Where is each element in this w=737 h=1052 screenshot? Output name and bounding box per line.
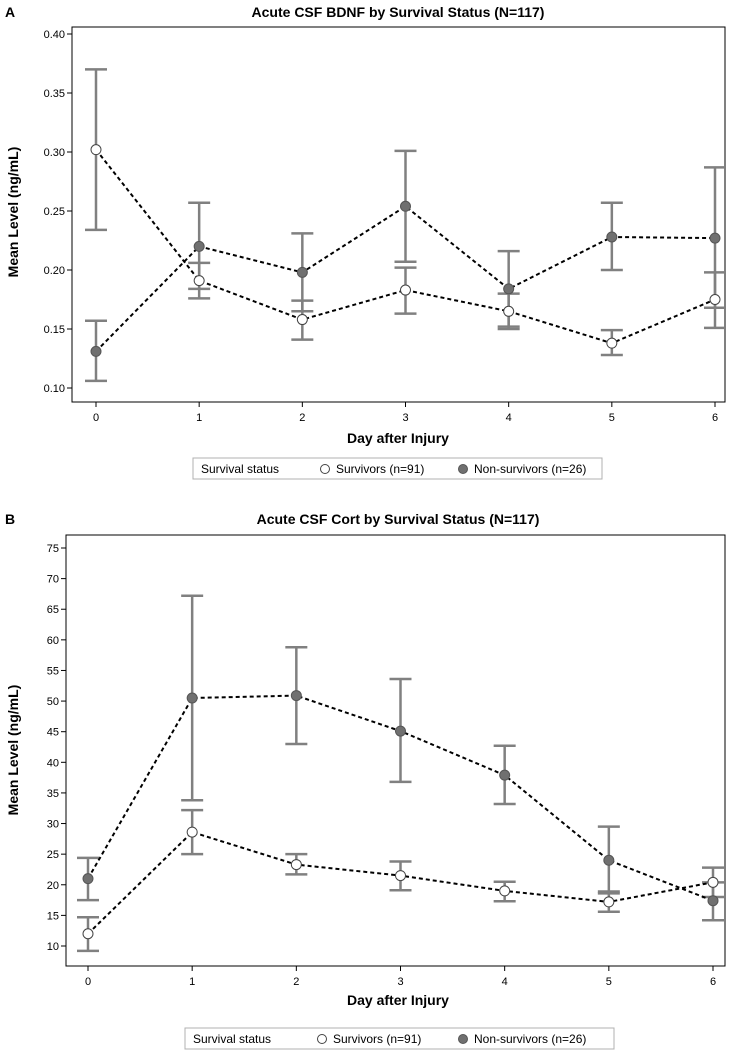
y-tick-label-b: 50 (47, 696, 59, 708)
marker-survivors-b (82, 928, 94, 940)
legend-label-survivors-b: Survivors (n=91) (333, 1032, 421, 1046)
marker-survivors-b (290, 859, 302, 871)
marker-survivors-b (395, 870, 406, 882)
x-axis-label-a: Day after Injury (347, 430, 449, 446)
legend-box-b (184, 1027, 615, 1050)
marker-nonsurvivors-a (709, 232, 721, 244)
panel-a: A Acute CSF BDNF by Survival Status (N=1… (5, 4, 726, 480)
y-tick-label-b: 15 (47, 910, 59, 922)
marker-survivors-a (296, 314, 308, 326)
y-tick-label-b: 40 (47, 757, 59, 769)
legend-marker-survivors-b (317, 1034, 327, 1044)
y-tick-label-a: 0.35 (44, 88, 65, 100)
y-tick-label-a: 0.30 (44, 147, 65, 159)
x-axis-label-b: Day after Injury (347, 992, 449, 1008)
legend-marker-nonsurvivors-b (458, 1034, 468, 1044)
x-tick-label-a: 6 (712, 412, 718, 424)
marker-survivors-a (193, 275, 205, 287)
x-tick-label-b: 2 (293, 976, 299, 988)
marker-nonsurvivors-b (707, 895, 719, 907)
marker-nonsurvivors-b (499, 769, 511, 781)
y-tick-label-b: 45 (47, 727, 59, 739)
marker-survivors-b (499, 885, 511, 897)
x-ticks-b: 0 1 2 3 4 5 6 (85, 966, 716, 988)
x-tick-label-b: 3 (397, 976, 403, 988)
x-tick-label-a: 1 (196, 412, 202, 424)
x-tick-label-a: 4 (506, 412, 512, 424)
legend-title-a: Survival status (201, 462, 279, 476)
legend-marker-nonsurvivors-a (458, 464, 468, 474)
markers-a (90, 144, 721, 357)
marker-nonsurvivors-a (400, 200, 411, 212)
y-ticks-a: 0.10 0.15 0.20 0.25 0.30 0.35 0.40 (44, 29, 72, 395)
x-ticks-a: 0 1 2 3 4 5 6 (93, 402, 718, 424)
y-ticks-b: 10 15 20 25 30 35 40 45 50 55 60 65 70 75 (47, 543, 66, 953)
y-tick-label-a: 0.20 (44, 265, 65, 277)
y-tick-label-b: 65 (47, 604, 59, 616)
legend-label-survivors-a: Survivors (n=91) (336, 462, 424, 476)
x-tick-label-b: 0 (85, 976, 91, 988)
marker-survivors-a (709, 294, 721, 305)
panel-b: B Acute CSF Cort by Survival Status (N=1… (5, 511, 726, 1050)
y-tick-label-a: 0.15 (44, 324, 65, 336)
y-tick-label-b: 10 (47, 941, 59, 953)
marker-nonsurvivors-b (82, 873, 94, 885)
marker-nonsurvivors-b (395, 725, 406, 737)
plot-frame-b (65, 534, 726, 967)
y-tick-label-b: 55 (47, 665, 59, 677)
plot-frame-a (71, 26, 726, 403)
y-tick-label-b: 20 (47, 880, 59, 892)
panel-label-a: A (5, 4, 15, 20)
legend-marker-survivors-a (320, 464, 330, 474)
marker-nonsurvivors-a (503, 283, 515, 295)
y-tick-label-a: 0.10 (44, 383, 65, 395)
y-tick-label-b: 35 (47, 788, 59, 800)
y-tick-label-b: 60 (47, 635, 59, 647)
legend-title-b: Survival status (193, 1032, 271, 1046)
marker-nonsurvivors-a (90, 345, 102, 357)
marker-nonsurvivors-b (603, 854, 615, 866)
markers-b (82, 690, 719, 940)
x-tick-label-a: 0 (93, 412, 99, 424)
x-tick-label-a: 3 (402, 412, 408, 424)
error-bars-a (85, 68, 726, 383)
marker-survivors-b (603, 896, 615, 908)
y-tick-label-a: 0.25 (44, 206, 65, 218)
y-tick-label-a: 0.40 (44, 29, 65, 41)
legend-label-nonsurvivors-a: Non-survivors (n=26) (474, 462, 586, 476)
panel-label-b: B (5, 511, 15, 527)
chart-title-a: Acute CSF BDNF by Survival Status (N=117… (252, 4, 545, 20)
legend-label-nonsurvivors-b: Non-survivors (n=26) (474, 1032, 586, 1046)
legend-a: Survival status Survivors (n=91) Non-sur… (192, 457, 603, 480)
legend-box-a (192, 457, 603, 480)
x-tick-label-a: 2 (299, 412, 305, 424)
y-tick-label-b: 30 (47, 819, 59, 831)
chart-title-b: Acute CSF Cort by Survival Status (N=117… (257, 511, 540, 527)
x-tick-label-b: 5 (606, 976, 612, 988)
x-tick-label-b: 6 (710, 976, 716, 988)
marker-survivors-a (503, 305, 515, 317)
marker-survivors-a (90, 144, 102, 156)
marker-nonsurvivors-b (186, 692, 198, 704)
y-tick-label-b: 25 (47, 849, 59, 861)
x-tick-label-a: 5 (609, 412, 615, 424)
marker-survivors-a (400, 284, 411, 296)
marker-nonsurvivors-b (290, 690, 302, 702)
marker-nonsurvivors-a (606, 231, 618, 243)
y-axis-label-a: Mean Level (ng/mL) (5, 147, 21, 278)
y-tick-label-b: 75 (47, 543, 59, 555)
marker-survivors-b (707, 876, 719, 888)
marker-survivors-a (606, 337, 618, 349)
x-tick-label-b: 4 (502, 976, 508, 988)
x-tick-label-b: 1 (189, 976, 195, 988)
y-axis-label-b: Mean Level (ng/mL) (5, 685, 21, 816)
marker-nonsurvivors-a (296, 266, 308, 278)
marker-survivors-b (186, 826, 198, 838)
marker-nonsurvivors-a (193, 240, 205, 252)
legend-b: Survival status Survivors (n=91) Non-sur… (184, 1027, 615, 1050)
y-tick-label-b: 70 (47, 574, 59, 586)
